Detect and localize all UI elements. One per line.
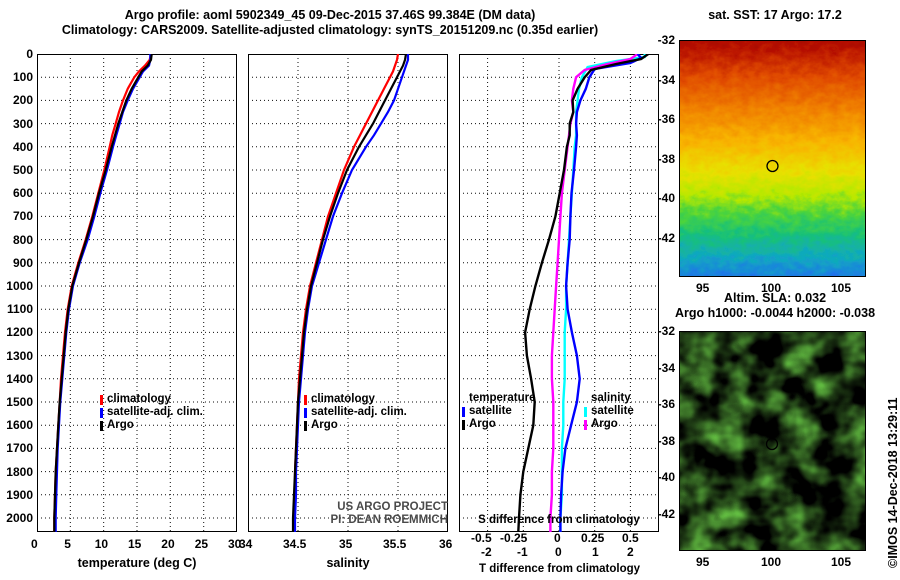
- temperature-series-argo: [53, 54, 153, 532]
- legend-label-climatology: climatology: [107, 393, 171, 405]
- legend-swatch-temperature-satellite: [462, 406, 465, 417]
- project-credit: US ARGO PROJECT: [337, 501, 448, 513]
- salinity-series-argo: [291, 54, 408, 532]
- profile-location-marker: [766, 159, 779, 173]
- temperature-legend: climatology satellite-adj. clim. Argo: [100, 393, 203, 432]
- legend-item-temperature-argo: Argo: [462, 418, 535, 431]
- legend-item-climatology: climatology: [100, 393, 203, 406]
- sla-map-canvas: [680, 332, 865, 550]
- legend-swatch-climatology: [100, 394, 103, 405]
- legend-item-satellite-adj: satellite-adj. clim.: [304, 406, 407, 419]
- legend-swatch-argo: [100, 420, 103, 431]
- legend-swatch-salinity-argo: [584, 419, 587, 430]
- legend-swatch-salinity-satellite: [584, 406, 587, 417]
- legend-label-temperature-satellite: satellite: [469, 405, 512, 417]
- salinity-plot-frame: [248, 54, 448, 532]
- salinity-plot-canvas: [248, 54, 448, 532]
- legend-item-argo: Argo: [100, 419, 203, 432]
- legend-item-salinity-argo: Argo: [584, 418, 634, 431]
- temperature-series-climatology: [53, 54, 153, 532]
- pi-credit: PI: DEAN ROEMMICH: [330, 514, 448, 526]
- difference-series-temperature-satellite: [559, 54, 644, 532]
- difference-plot-frame: [459, 54, 659, 532]
- page-title-line2: Climatology: CARS2009. Satellite-adjuste…: [61, 23, 599, 37]
- temperature-plot-canvas: [37, 54, 237, 532]
- salinity-axis-label: salinity: [326, 556, 370, 570]
- difference-salinity-axis-label: S difference from climatology: [478, 514, 640, 526]
- legend-label-satellite-adj: satellite-adj. clim.: [311, 406, 407, 418]
- sst-map-canvas: [680, 41, 865, 276]
- sst-map-title: sat. SST: 17 Argo: 17.2: [708, 8, 842, 22]
- difference-legend-salinity: salinity satellite Argo: [584, 392, 634, 431]
- sla-map-title: Altim. SLA: 0.032: [723, 291, 827, 305]
- profile-location-marker: [765, 437, 779, 451]
- salinity-series-satellite-adj: [293, 54, 410, 532]
- legend-label-climatology: climatology: [311, 393, 375, 405]
- legend-label-argo: Argo: [107, 419, 134, 431]
- legend-label-argo: Argo: [311, 419, 338, 431]
- difference-series-temperature-argo: [517, 54, 649, 532]
- legend-swatch-temperature-argo: [462, 419, 465, 430]
- sla-map-subtitle: Argo h1000: -0.0044 h2000: -0.038: [674, 306, 876, 320]
- legend-label-salinity-argo: Argo: [591, 418, 618, 430]
- legend-item-satellite-adj: satellite-adj. clim.: [100, 406, 203, 419]
- legend-item-temperature-satellite: satellite: [462, 405, 535, 418]
- legend-group-header-temperature: temperature: [462, 392, 535, 405]
- temperature-axis-label: temperature (deg C): [77, 556, 197, 570]
- difference-legend-temperature: temperature satellite Argo: [462, 392, 535, 431]
- legend-label-temperature-argo: Argo: [469, 418, 496, 430]
- page-title-line1: Argo profile: aoml 5902349_45 09-Dec-201…: [124, 8, 536, 22]
- salinity-legend: climatology satellite-adj. clim. Argo: [304, 393, 407, 432]
- legend-label-salinity-satellite: satellite: [591, 405, 634, 417]
- legend-item-salinity-satellite: satellite: [584, 405, 634, 418]
- legend-swatch-argo: [304, 420, 307, 431]
- legend-header-temperature-label: temperature: [469, 392, 536, 404]
- legend-swatch-satellite-adj: [304, 407, 307, 418]
- sla-map-frame: [679, 331, 866, 551]
- legend-label-satellite-adj: satellite-adj. clim.: [107, 406, 203, 418]
- difference-series-salinity-satellite: [559, 54, 646, 532]
- difference-plot-canvas: [459, 54, 659, 532]
- legend-swatch-climatology: [304, 394, 307, 405]
- legend-item-argo: Argo: [304, 419, 407, 432]
- legend-swatch-satellite-adj: [100, 407, 103, 418]
- legend-header-salinity-label: salinity: [591, 392, 631, 404]
- legend-item-climatology: climatology: [304, 393, 407, 406]
- sst-map-frame: [679, 40, 866, 277]
- legend-group-header-salinity: salinity: [584, 392, 634, 405]
- difference-series-salinity-argo: [549, 54, 639, 532]
- difference-temperature-axis-label: T difference from climatology: [478, 563, 641, 575]
- imos-watermark: ©IMOS 14-Dec-2018 13:29:11: [886, 397, 900, 568]
